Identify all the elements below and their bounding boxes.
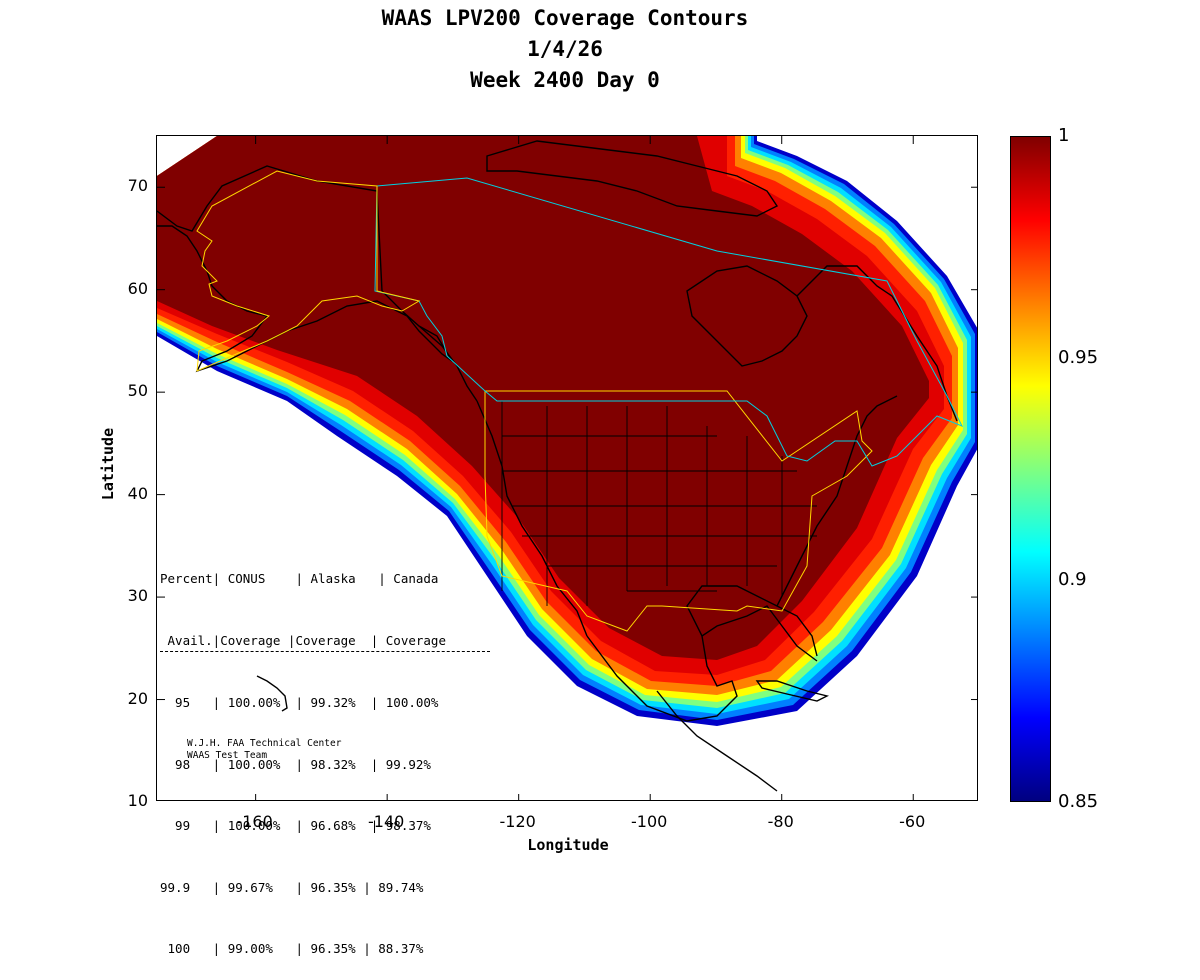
labrador-coast: [796, 265, 958, 422]
x-axis-label: Longitude: [527, 836, 609, 854]
mexico-coast: [586, 605, 818, 722]
arctic-islands: [486, 140, 779, 217]
credit-line-1: W.J.H. FAA Technical Center: [187, 738, 342, 749]
coverage-map-graphic: [157, 136, 977, 792]
table-row: 100 | 99.00% | 96.35% | 88.37%: [160, 941, 424, 956]
canada-west-coast: [418, 325, 478, 402]
x-tick-label: -80: [767, 812, 794, 831]
us-west-coast: [476, 400, 588, 637]
us-states-grid: [501, 401, 817, 606]
canada-boundary: [374, 177, 964, 467]
chart-title: WAAS LPV200 Coverage Contours: [381, 6, 749, 30]
x-tick-label: -160: [236, 812, 273, 831]
x-tick-label: -60: [899, 812, 926, 831]
alaska-boundary: [196, 170, 421, 372]
country-state-borders: [157, 140, 958, 792]
colorbar-tick-label: 0.85: [1058, 791, 1099, 812]
table-header-1: Percent| CONUS | Alaska | Canada: [160, 571, 439, 586]
coverage-contour-bands: [157, 136, 977, 726]
table-row: 95 | 100.00% | 99.32% | 100.00%: [160, 695, 439, 710]
contour-band-1.0: [157, 136, 929, 660]
y-tick-label: 10: [127, 791, 148, 810]
y-tick-label: 40: [127, 483, 148, 503]
alaska-coast: [157, 165, 453, 373]
gulf-coast: [686, 585, 818, 657]
x-tick-label: -100: [631, 812, 668, 831]
table-row: 98 | 100.00% | 98.32% | 99.92%: [160, 756, 431, 772]
table-header-2: Avail.|Coverage |Coverage | Coverage: [160, 631, 490, 652]
table-row: 99.9 | 99.67% | 96.35% | 89.74%: [160, 879, 424, 895]
y-tick-label: 60: [127, 278, 148, 298]
y-tick-label: 30: [127, 586, 148, 606]
credit-line-2: WAAS Test Team: [187, 750, 268, 761]
credit-text: W.J.H. FAA Technical Center WAAS Test Te…: [187, 738, 341, 762]
conus-boundary: [484, 390, 873, 632]
table-row: 99 | 100.00% | 96.68% | 98.37%: [160, 818, 431, 833]
colorbar-tick-label: 1: [1058, 125, 1070, 146]
hudson-bay: [686, 265, 808, 367]
us-east-coast: [776, 395, 898, 607]
coverage-map: [156, 135, 978, 801]
colorbar-tick-label: 0.9: [1058, 569, 1087, 590]
cuba: [755, 680, 830, 702]
chart-week-day: Week 2400 Day 0: [470, 68, 660, 92]
region-boundaries: [196, 170, 964, 632]
x-tick-label: -140: [368, 812, 405, 831]
y-tick-label: 20: [127, 688, 148, 708]
y-axis-label: Latitude: [99, 427, 117, 501]
colorbar: [1010, 136, 1051, 802]
hawaii: [256, 675, 288, 712]
colorbar-tick-label: 0.95: [1058, 347, 1099, 368]
x-tick-label: -120: [499, 812, 536, 831]
y-tick-label: 70: [127, 176, 148, 196]
central-america: [656, 690, 778, 792]
y-tick-label: 50: [127, 381, 148, 401]
chart-date: 1/4/26: [527, 37, 603, 61]
